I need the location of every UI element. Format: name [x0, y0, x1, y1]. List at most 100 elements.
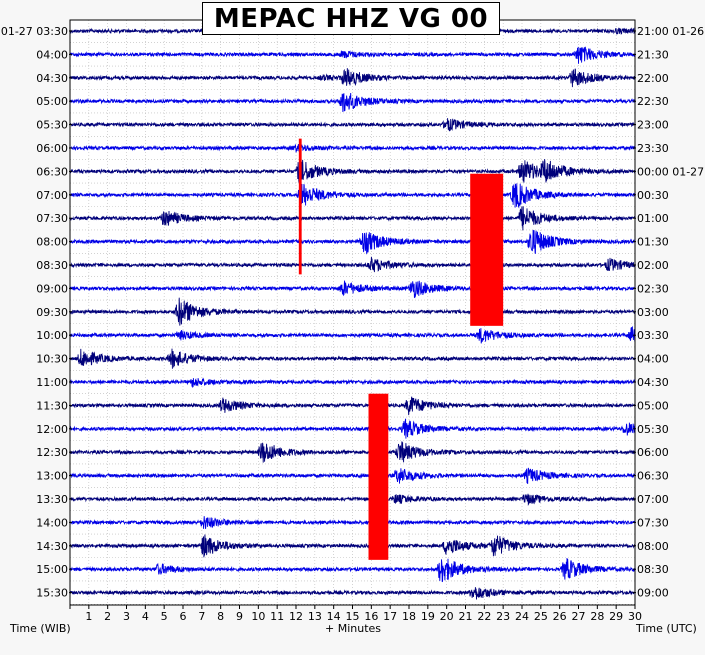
left-time-label: 11:00	[36, 376, 68, 389]
left-time-label: 04:00	[36, 48, 68, 61]
right-time-label: 05:00	[637, 399, 669, 412]
left-time-label: 09:00	[36, 282, 68, 295]
trace-line	[69, 587, 636, 600]
right-time-label: 04:30	[637, 376, 669, 389]
right-time-label: 03:00	[637, 306, 669, 319]
x-tick-label: 9	[236, 610, 243, 623]
left-time-label: 14:30	[36, 540, 68, 553]
x-tick-label: 26	[553, 610, 567, 623]
left-axis-label: Time (WIB)	[10, 622, 71, 635]
right-time-label: 01:00	[637, 212, 669, 225]
trace-line	[69, 534, 636, 558]
x-tick-label: 20	[440, 610, 454, 623]
right-time-label: 00:00 01-27	[637, 165, 704, 178]
trace-line	[69, 418, 636, 439]
left-time-label: 04:30	[36, 72, 68, 85]
right-time-label: 05:30	[637, 423, 669, 436]
trace-line	[69, 325, 636, 344]
trace-line	[69, 118, 636, 132]
x-tick-label: 29	[609, 610, 623, 623]
left-time-label: 09:30	[36, 306, 68, 319]
x-tick-label: 30	[628, 610, 642, 623]
x-tick-label: 6	[180, 610, 187, 623]
row-labels: 01-27 03:30 21:00 01-26 04:00 21:30 04:30 22:…	[1, 25, 704, 600]
right-time-label: 06:00	[637, 446, 669, 459]
seismic-traces	[69, 27, 636, 600]
left-time-label: 06:30	[36, 165, 68, 178]
left-time-label: 08:30	[36, 259, 68, 272]
x-tick-label: 19	[421, 610, 435, 623]
grid	[69, 20, 636, 605]
trace-line	[69, 441, 636, 463]
right-time-label: 08:00	[637, 540, 669, 553]
right-time-label: 04:00	[637, 353, 669, 366]
trace-line	[69, 348, 636, 369]
x-tick-label: 7	[198, 610, 205, 623]
left-time-label: 05:30	[36, 119, 68, 132]
trace-line	[69, 158, 636, 184]
right-time-label: 23:30	[637, 142, 669, 155]
trace-line	[69, 396, 636, 416]
x-tick-label: 12	[289, 610, 303, 623]
trace-line	[69, 297, 636, 326]
trace-line	[69, 206, 636, 231]
x-tick-label: 23	[496, 610, 510, 623]
left-time-label: 10:00	[36, 329, 68, 342]
left-time-label: 13:00	[36, 470, 68, 483]
x-tick-label: 25	[534, 610, 548, 623]
clipped-signals	[298, 138, 504, 560]
right-time-label: 23:00	[637, 119, 669, 132]
left-time-label: 12:00	[36, 423, 68, 436]
x-tick-label: 4	[142, 610, 149, 623]
trace-line	[69, 92, 636, 113]
x-tick-label: 8	[217, 610, 224, 623]
chart-title: MEPAC HHZ VG 00	[202, 2, 500, 35]
right-time-label: 09:00	[637, 587, 669, 600]
trace-line	[69, 377, 636, 388]
x-tick-label: 27	[572, 610, 586, 623]
left-time-label: 14:00	[36, 516, 68, 529]
left-time-label: 01-27 03:30	[1, 25, 68, 38]
clipped-block	[368, 393, 389, 560]
x-tick-label: 15	[346, 610, 360, 623]
left-time-label: 05:00	[36, 95, 68, 108]
right-time-label: 01:30	[637, 236, 669, 249]
x-tick-label: 28	[590, 610, 604, 623]
trace-line	[69, 144, 636, 153]
trace-line	[69, 183, 636, 209]
x-tick-label: 3	[123, 610, 130, 623]
trace-line	[69, 493, 636, 507]
x-tick-label: 18	[402, 610, 416, 623]
left-time-label: 08:00	[36, 236, 68, 249]
left-time-label: 15:00	[36, 563, 68, 576]
trace-line	[69, 229, 636, 255]
x-tick-label: 24	[515, 610, 529, 623]
left-time-label: 15:30	[36, 587, 68, 600]
right-time-label: 03:30	[637, 329, 669, 342]
left-time-label: 07:30	[36, 212, 68, 225]
right-time-label: 07:30	[637, 516, 669, 529]
left-time-label: 11:30	[36, 399, 68, 412]
trace-line	[69, 46, 636, 64]
right-time-label: 21:00 01-26	[637, 25, 704, 38]
x-axis-label: + Minutes	[325, 622, 382, 635]
x-tick-label: 5	[161, 610, 168, 623]
right-axis-label: Time (UTC)	[636, 622, 697, 635]
trace-line	[69, 467, 635, 484]
right-time-label: 22:00	[637, 72, 669, 85]
x-tick-label: 22	[477, 610, 491, 623]
left-time-label: 13:30	[36, 493, 68, 506]
trace-line	[69, 557, 636, 583]
x-tick-label: 17	[383, 610, 397, 623]
clipped-block	[470, 173, 504, 326]
trace-line	[69, 256, 636, 273]
right-time-label: 22:30	[637, 95, 669, 108]
right-time-label: 02:30	[637, 282, 669, 295]
left-time-label: 06:00	[36, 142, 68, 155]
x-tick-label: 13	[308, 610, 322, 623]
right-time-label: 07:00	[637, 493, 669, 506]
right-time-label: 02:00	[637, 259, 669, 272]
right-time-label: 06:30	[637, 470, 669, 483]
right-time-label: 08:30	[637, 563, 669, 576]
